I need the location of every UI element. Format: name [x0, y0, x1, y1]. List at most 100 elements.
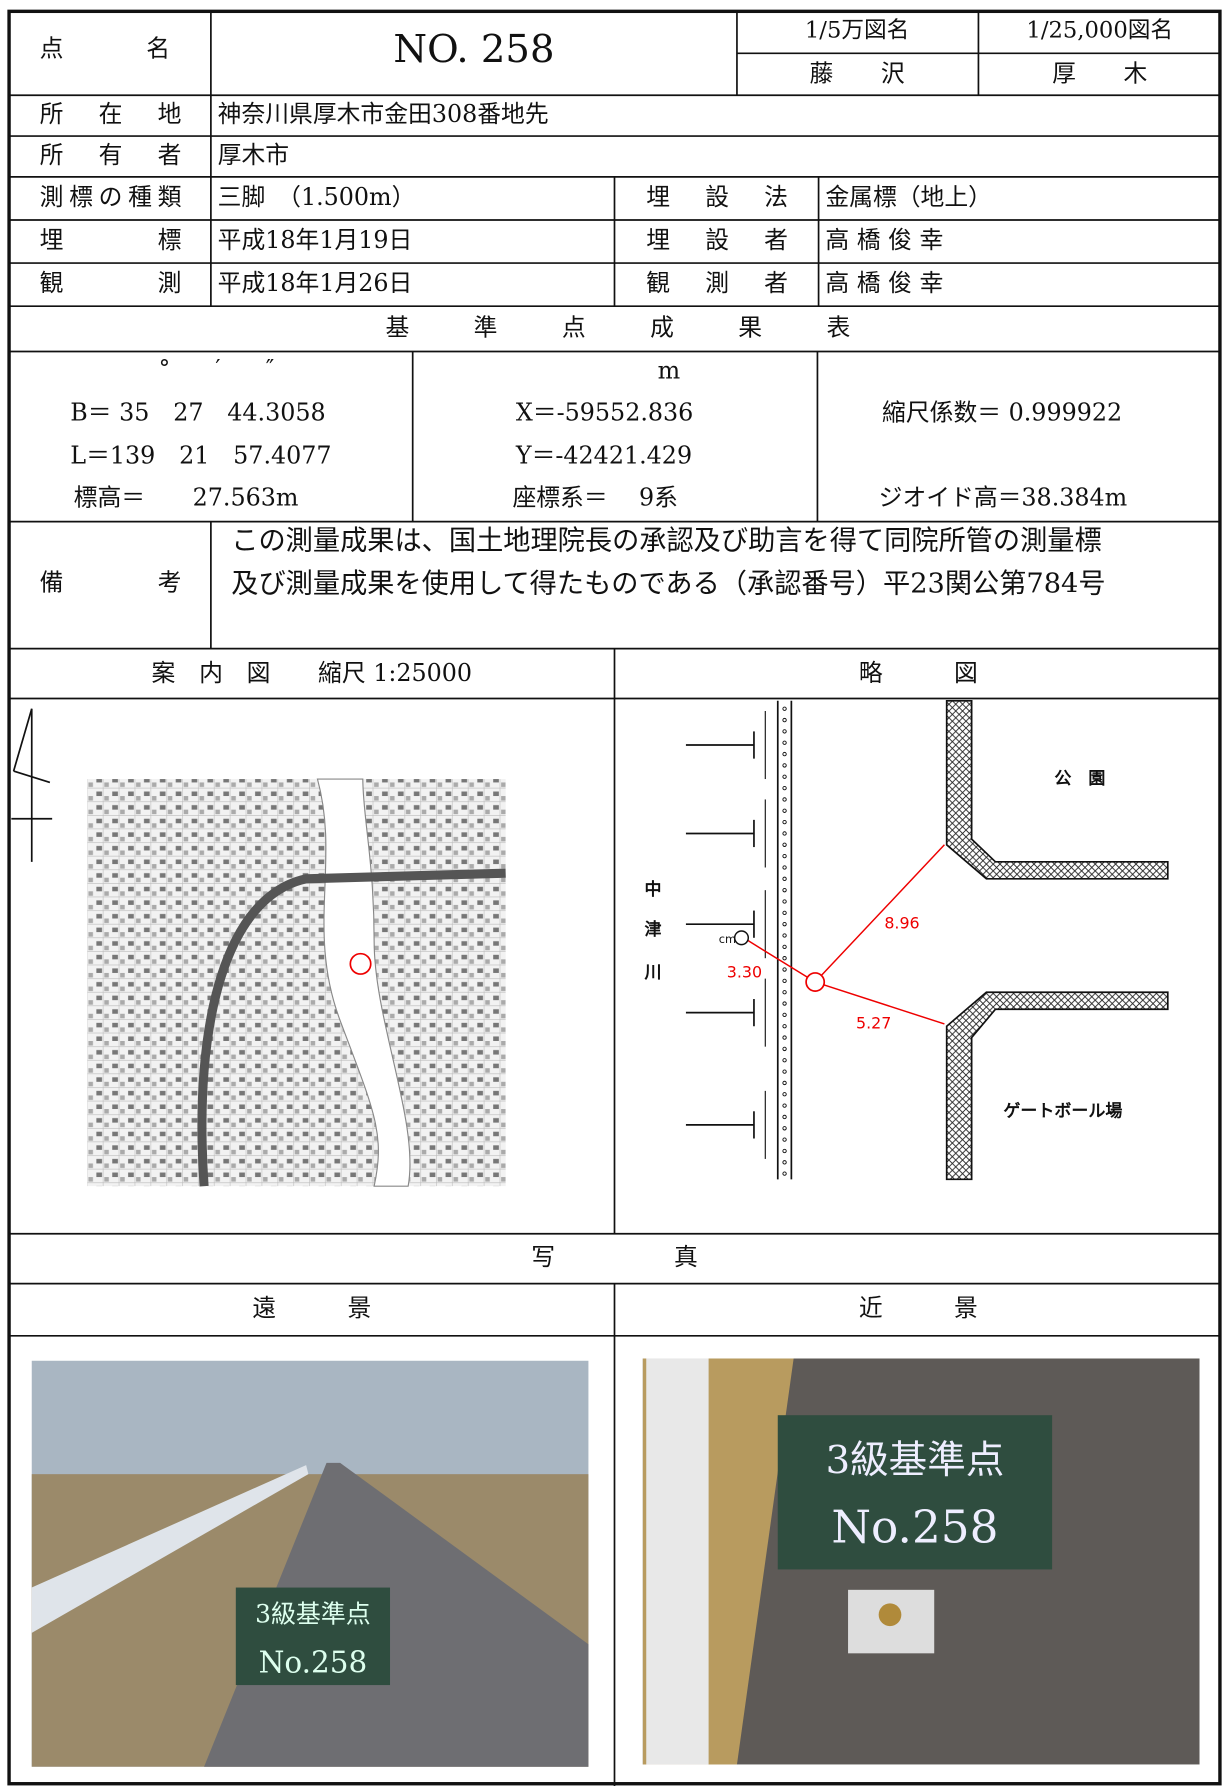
river-dot	[782, 1001, 787, 1006]
near-photo-plate	[878, 1603, 902, 1627]
park-wall	[945, 699, 1169, 880]
river-dot	[782, 808, 787, 813]
layout	[7, 9, 1222, 1786]
river-dot	[782, 1092, 787, 1097]
field-text: L＝139 21 57.4077	[70, 441, 331, 469]
far-photo-rail	[31, 1465, 309, 1633]
field-text: 所 有 者	[40, 141, 182, 169]
river-dot	[782, 853, 787, 859]
river-dot	[782, 1080, 787, 1086]
distance-line	[746, 939, 816, 983]
river-dot	[782, 922, 787, 927]
river-dot	[782, 1069, 787, 1074]
field-text: 8.96	[884, 914, 919, 933]
distance-line	[814, 844, 945, 983]
field-text: 案 内 図 縮尺 1:25000	[151, 659, 472, 687]
reference-mark	[733, 930, 750, 946]
distance-line	[814, 981, 945, 1025]
field-text: ° ′ ″	[159, 356, 275, 382]
field-text: 遠 景	[252, 1294, 371, 1322]
field-text: X＝-59552.836	[516, 398, 693, 426]
river-dot	[782, 819, 787, 825]
river-dot	[782, 1160, 787, 1165]
river-dot	[782, 706, 787, 711]
field-text: 津	[645, 919, 662, 940]
field-text: cm	[719, 932, 736, 946]
river-dot	[782, 797, 787, 802]
field-text: NO. 258	[393, 27, 554, 72]
field-text: 縮尺係数＝ 0.999922	[882, 398, 1122, 426]
river-dot	[782, 933, 787, 938]
guide-map-image	[87, 779, 506, 1187]
point-mark	[805, 972, 826, 992]
field-text: 略 図	[859, 659, 978, 687]
field-text: 1/5万図名	[805, 18, 909, 44]
river-dot	[782, 774, 787, 779]
field-text: ゲートボール場	[1003, 1100, 1122, 1121]
field-text: 三脚 （1.500m）	[218, 183, 416, 211]
field-text: No.258	[259, 1646, 368, 1680]
far-photo-sign	[235, 1587, 391, 1686]
river-dot	[782, 1137, 787, 1142]
river-dot	[782, 842, 787, 847]
river-dot	[782, 1024, 787, 1029]
river-dot	[782, 729, 787, 734]
field-text: 座標系＝ 9系	[512, 483, 677, 511]
river-dot	[782, 785, 787, 791]
north-arrow	[13, 770, 51, 784]
river-dot	[782, 1058, 787, 1063]
river-dot	[782, 717, 787, 723]
north-arrow	[12, 708, 33, 772]
field-text: 中	[645, 879, 662, 900]
river-dot	[782, 1114, 787, 1120]
field-text: 厚木市	[218, 141, 289, 169]
field-text: 3.30	[727, 962, 762, 981]
field-text: 藤 沢	[810, 59, 905, 87]
field-text: 3級基準点	[255, 1599, 371, 1628]
river-dot	[782, 740, 787, 745]
river-dot	[782, 990, 787, 995]
field-text: 高 橋 俊 幸	[825, 269, 943, 297]
field-text: 厚 木	[1052, 59, 1147, 87]
field-text: m	[658, 356, 681, 384]
field-text: ジオイド高＝38.384m	[879, 483, 1128, 511]
near-photo-post	[646, 1358, 709, 1765]
field-text: 所 在 地	[40, 100, 182, 128]
field-text: 標高＝ 27.563m	[74, 483, 299, 511]
river-dot	[782, 1012, 787, 1018]
river-dot	[782, 956, 787, 961]
river-dot	[782, 865, 787, 870]
river-dot	[782, 1046, 787, 1052]
field-text: 川	[644, 963, 662, 983]
field-text: 高 橋 俊 幸	[825, 226, 943, 254]
field-text: 観 測 者	[646, 269, 788, 297]
river-dot	[782, 751, 787, 757]
field-text: 5.27	[856, 1013, 891, 1032]
field-text: 埋 標	[40, 226, 182, 254]
field-text: 近 景	[859, 1294, 978, 1322]
river-dot	[782, 888, 787, 893]
river-dot	[782, 1103, 787, 1108]
field-text: 神奈川県厚木市金田308番地先	[218, 100, 549, 128]
map-point	[349, 952, 372, 975]
field-text: 測標の種類	[40, 183, 182, 211]
field-text: Y＝-42421.429	[515, 441, 692, 469]
river-dot	[782, 910, 787, 915]
field-text: 備 考	[40, 568, 182, 596]
field-text: 3級基準点	[826, 1438, 1005, 1483]
field-text: 観 測	[40, 269, 182, 297]
field-text: 金属標（地上）	[825, 183, 992, 211]
field-text: 点 名	[40, 34, 170, 62]
map-road	[197, 868, 506, 1187]
field-text: この測量成果は、国土地理院長の承認及び助言を得て同院所管の測量標	[231, 526, 1101, 557]
near-photo-sign	[777, 1415, 1053, 1570]
field-text: 1/25,000図名	[1026, 18, 1173, 44]
river-dot	[782, 1148, 787, 1154]
field-text: No.258	[831, 1500, 998, 1553]
river-dot	[782, 763, 787, 768]
river-dot	[782, 1126, 787, 1131]
field-text: 埋 設 者	[646, 226, 788, 254]
field-text: 基 準 点 成 果 表	[385, 313, 850, 341]
